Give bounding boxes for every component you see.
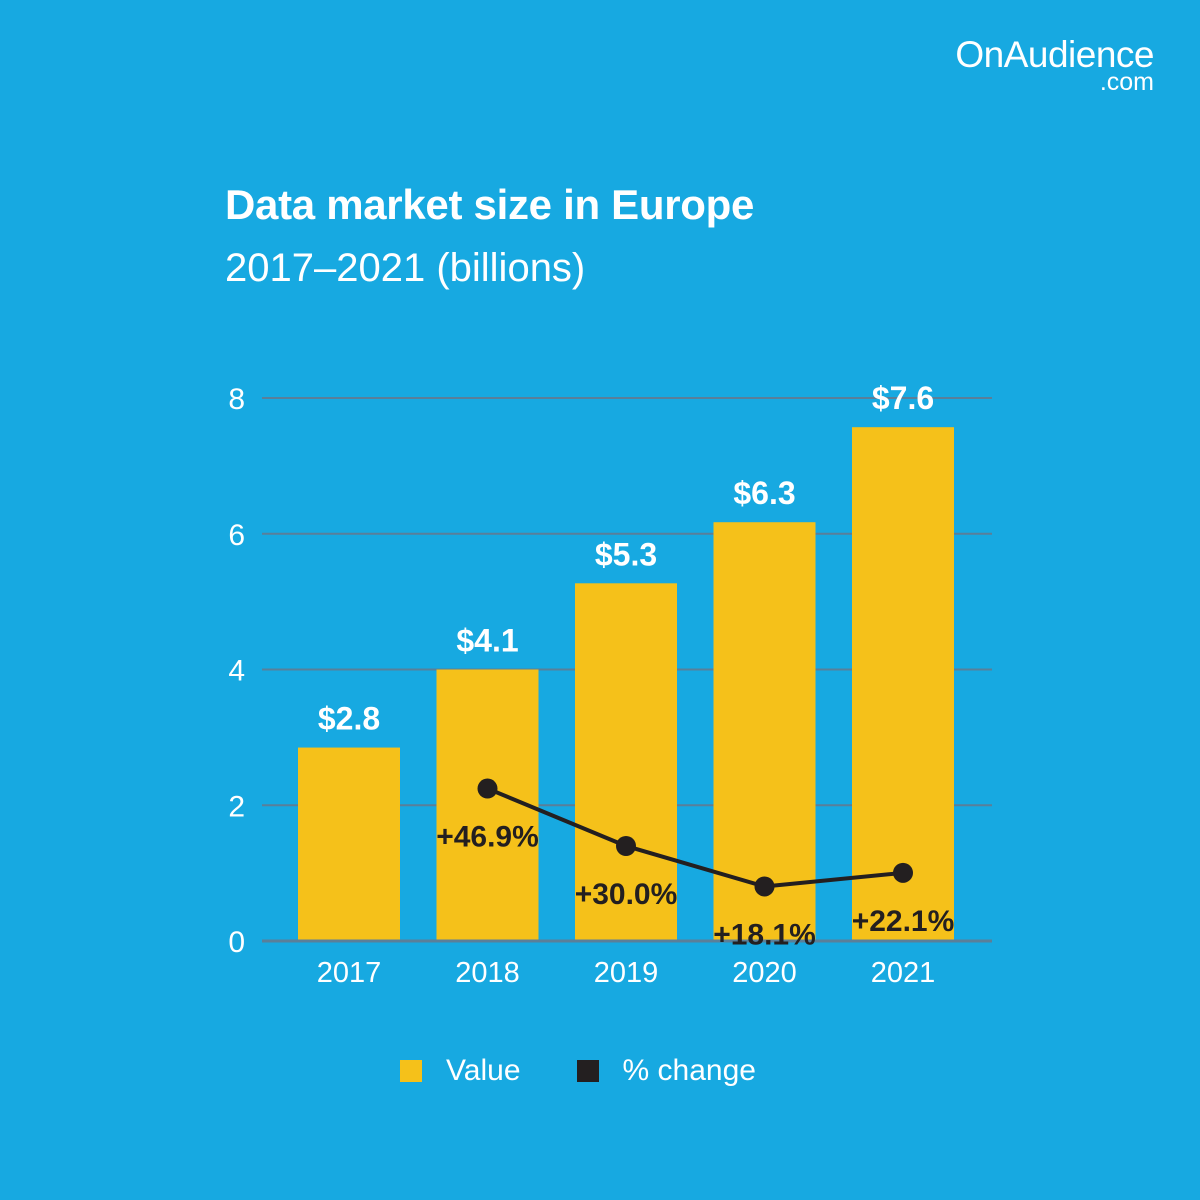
bar-value-label: $4.1 [456, 623, 518, 659]
bar-value-label: $7.6 [872, 380, 934, 416]
legend: Value % change [400, 1053, 756, 1089]
bar [575, 583, 677, 941]
change-line [486, 786, 904, 889]
legend-label-value: Value [446, 1054, 521, 1087]
change-point [477, 778, 498, 799]
change-point [754, 876, 775, 897]
brand-domain: .com [1099, 68, 1154, 96]
bar-value-label: $6.3 [733, 475, 795, 511]
chart-title: Data market size in Europe [225, 181, 755, 228]
bar-value-label: $2.8 [318, 701, 380, 737]
bar [298, 747, 400, 941]
bar [852, 427, 954, 941]
change-point [893, 862, 913, 883]
legend-swatch-change [576, 1060, 599, 1082]
bar [436, 669, 539, 941]
y-tick-label: 0 [228, 926, 245, 959]
bar [713, 522, 816, 941]
change-label: +30.0% [575, 878, 678, 911]
legend-swatch-value [400, 1060, 422, 1082]
chart-plot: 0 2 4 6 8 $2.8 2017 $4.1 2018 $5.3 2019 $6.3 2020 $7.… [228, 380, 992, 989]
change-label: +18.1% [713, 918, 816, 951]
x-tick-label: 2021 [871, 957, 936, 989]
x-tick-label: 2020 [732, 957, 797, 989]
change-point [616, 836, 636, 856]
y-tick-label: 4 [228, 655, 245, 688]
brand-logo: OnAudience .com [955, 36, 1154, 95]
x-tick-label: 2017 [317, 957, 382, 989]
change-label: +46.9% [436, 821, 539, 854]
chart-subtitle: 2017–2021 (billions) [225, 246, 586, 290]
bar-value-label: $5.3 [595, 536, 657, 572]
x-tick-label: 2019 [594, 957, 659, 989]
brand-name: OnAudience [955, 34, 1154, 75]
legend-item-value: Value [400, 1054, 521, 1088]
y-tick-label: 6 [228, 519, 245, 552]
y-tick-label: 8 [228, 383, 245, 416]
legend-label-change: % change [622, 1054, 756, 1087]
change-label: +22.1% [852, 905, 955, 938]
y-tick-label: 2 [228, 790, 245, 823]
legend-item-change: % change [576, 1054, 756, 1088]
x-tick-label: 2018 [455, 957, 520, 989]
